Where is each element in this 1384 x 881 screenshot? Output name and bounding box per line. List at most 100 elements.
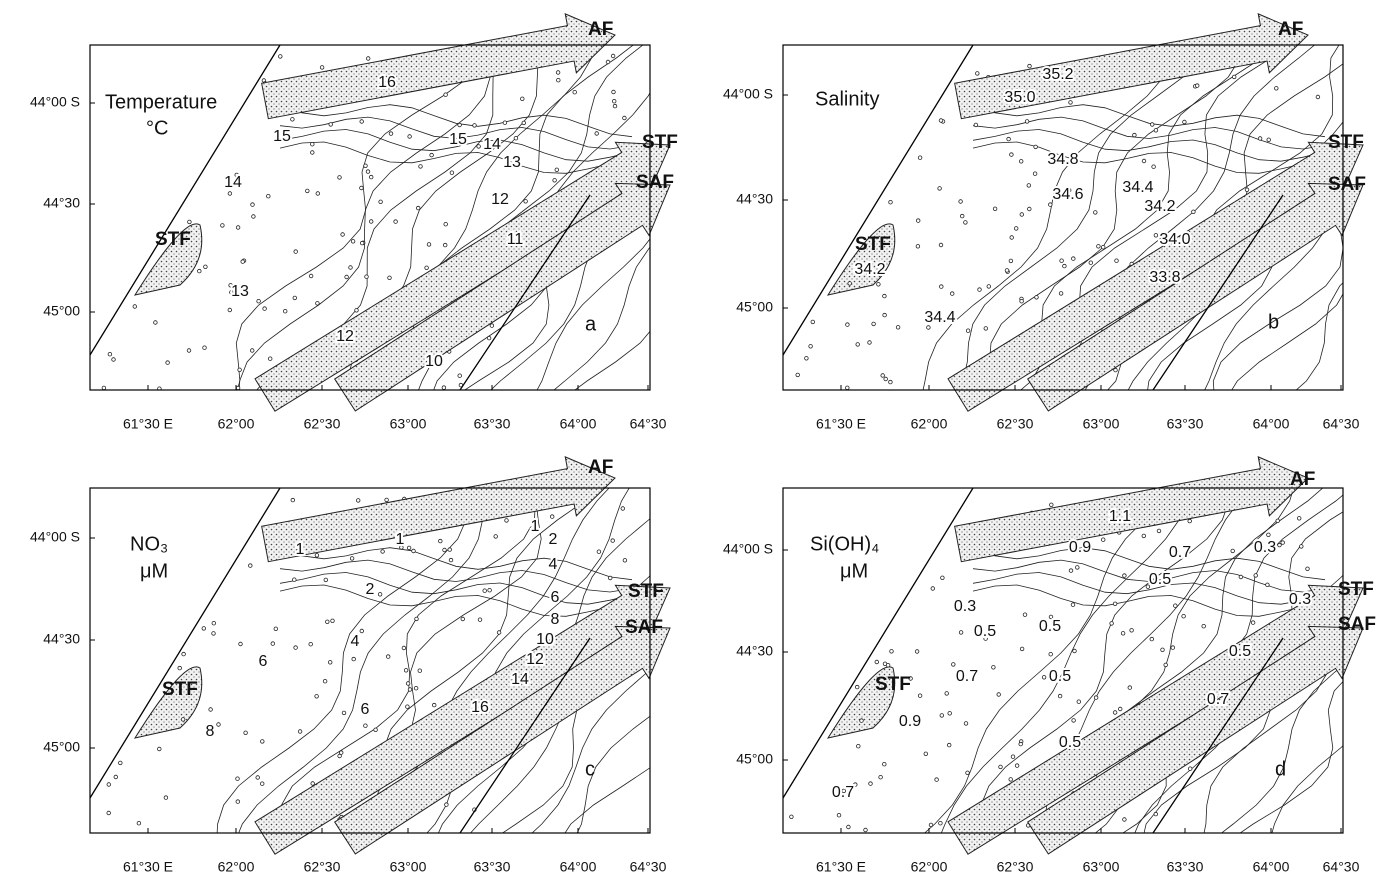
station <box>1068 568 1074 573</box>
station <box>992 206 998 211</box>
contour-label: 0.5 <box>974 623 996 640</box>
front-label: STF <box>162 679 198 700</box>
station <box>443 242 448 248</box>
station <box>1067 187 1072 193</box>
station <box>482 588 487 593</box>
station <box>248 563 253 568</box>
contour-label: 1 <box>296 541 305 558</box>
x-tick-label: 63°00 <box>390 416 427 432</box>
station <box>418 164 423 169</box>
station <box>1120 631 1126 636</box>
y-tick-label: 45°00 <box>43 303 80 319</box>
front-label: STF <box>642 132 678 153</box>
station <box>845 322 850 327</box>
station <box>622 558 628 563</box>
station <box>405 681 411 686</box>
station <box>504 518 509 523</box>
contour-label: 0.5 <box>1039 618 1061 635</box>
y-tick-label: 44°00 S <box>723 541 773 557</box>
station <box>187 219 192 225</box>
contour-line <box>279 572 633 605</box>
x-tick-label: 61°30 E <box>816 416 866 432</box>
contour-line <box>531 669 650 833</box>
station <box>330 618 335 623</box>
panel-title: NO₃ <box>130 533 168 555</box>
contour-label: 0.3 <box>954 598 976 615</box>
x-tick-label: 62°30 <box>304 416 341 432</box>
contour-line <box>553 246 650 390</box>
station <box>612 99 617 104</box>
station <box>457 122 462 128</box>
station <box>235 776 240 781</box>
station <box>1006 136 1011 142</box>
contour-label: 12 <box>491 191 509 208</box>
station <box>841 788 846 794</box>
contour-line <box>972 116 1326 150</box>
station <box>308 273 314 279</box>
station <box>1024 119 1030 124</box>
station <box>235 799 240 804</box>
station <box>106 782 111 787</box>
station <box>413 685 419 691</box>
station <box>951 662 956 667</box>
front-label: STF <box>875 674 911 695</box>
panel-letter: b <box>1268 311 1279 333</box>
station <box>1019 646 1025 652</box>
contour-line <box>989 45 1243 390</box>
station <box>486 335 492 341</box>
front-label: STF <box>1338 579 1374 600</box>
station <box>443 221 448 227</box>
station <box>354 308 359 313</box>
station <box>249 348 255 353</box>
station <box>556 78 561 83</box>
station <box>1068 100 1073 105</box>
station <box>293 645 298 650</box>
panel-title: Temperature <box>105 91 217 113</box>
contour-label: 11 <box>507 231 524 248</box>
station <box>965 770 970 775</box>
panel-unit: °C <box>146 117 168 139</box>
x-tick-label: 63°00 <box>390 859 427 875</box>
panel-letter: a <box>585 313 597 335</box>
station <box>282 309 288 314</box>
station <box>1141 158 1147 164</box>
station <box>1048 202 1053 207</box>
station <box>1305 566 1310 571</box>
station <box>153 320 158 325</box>
station <box>411 548 416 554</box>
station <box>393 219 398 224</box>
contour-label: 0.5 <box>1049 668 1071 685</box>
station <box>337 175 342 180</box>
station <box>958 630 964 635</box>
station <box>266 193 271 199</box>
station <box>1071 256 1076 261</box>
station <box>405 704 410 709</box>
station <box>1088 260 1093 265</box>
station <box>1201 623 1206 629</box>
station <box>991 665 996 670</box>
contour-line <box>279 116 633 150</box>
contour-label: 2 <box>549 531 558 548</box>
station <box>523 199 528 204</box>
x-tick-label: 64°30 <box>630 416 667 432</box>
station <box>359 119 364 124</box>
station <box>882 312 887 318</box>
station <box>457 373 462 378</box>
front-arrow <box>254 141 671 412</box>
x-tick-label: 64°00 <box>1253 859 1290 875</box>
station <box>1277 542 1282 548</box>
contour-line <box>922 45 1176 390</box>
station <box>1009 235 1014 240</box>
station <box>351 656 356 662</box>
contour-label: 16 <box>471 699 489 716</box>
station <box>1265 582 1270 587</box>
station <box>795 372 800 378</box>
station <box>1151 164 1156 169</box>
contour-line <box>972 572 1326 605</box>
station <box>290 117 295 122</box>
x-tick-label: 62°00 <box>911 859 948 875</box>
contour-label: 12 <box>336 328 354 345</box>
station <box>1149 636 1154 642</box>
station <box>885 662 891 668</box>
station <box>157 386 162 390</box>
